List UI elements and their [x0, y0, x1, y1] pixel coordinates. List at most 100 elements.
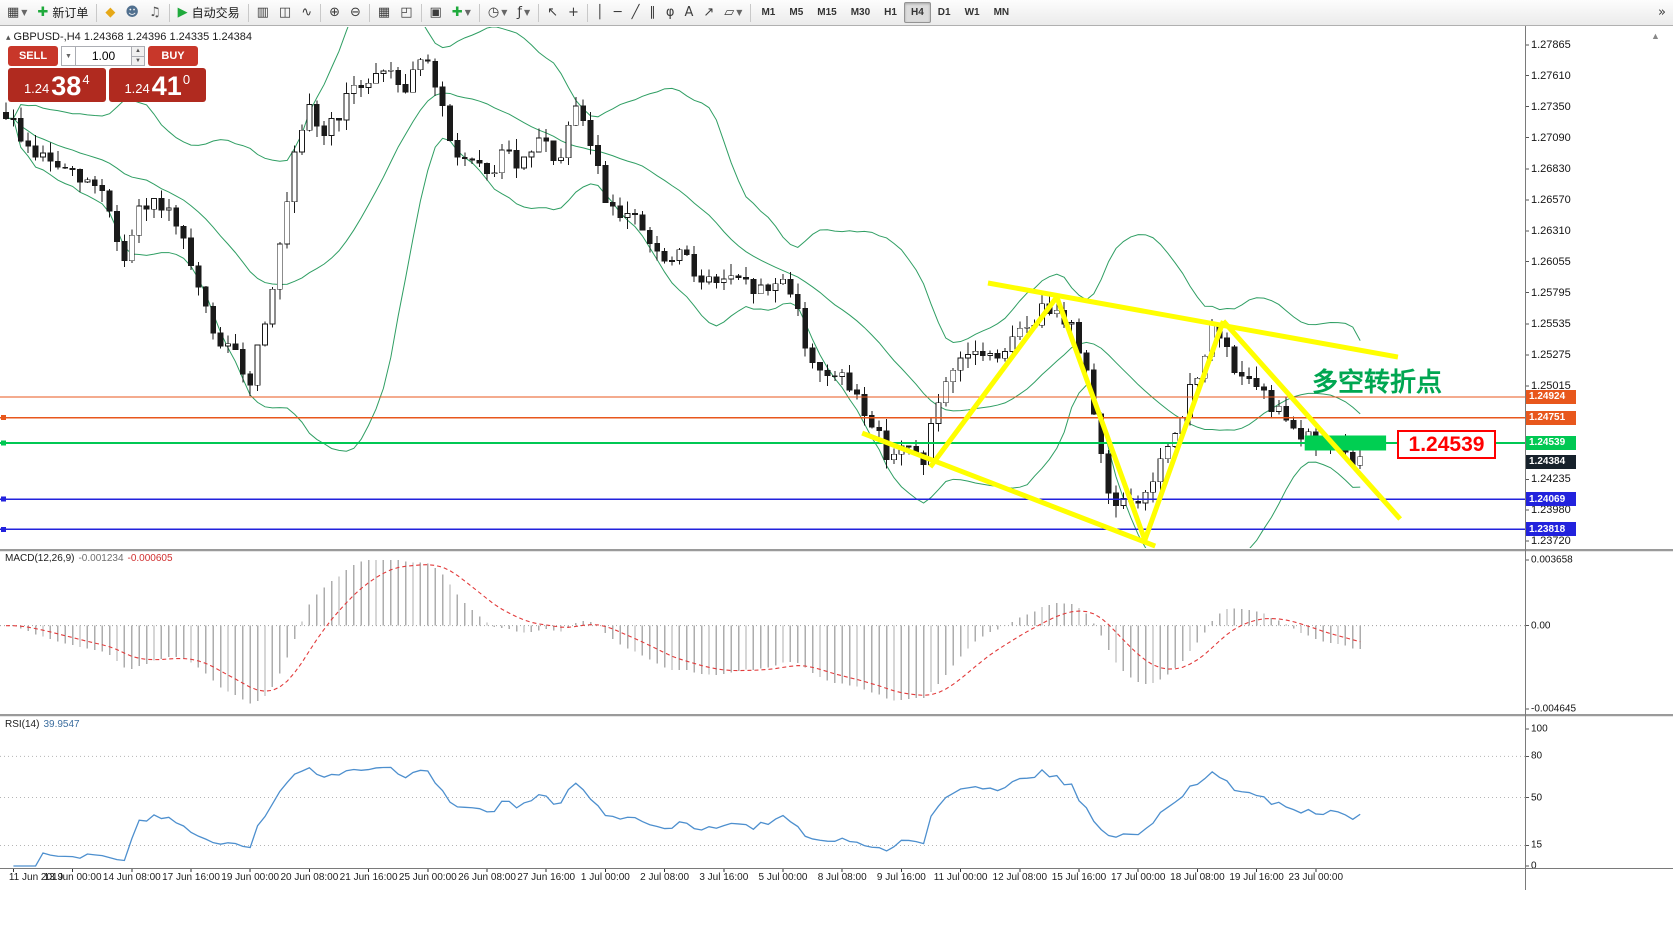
volume-stepper[interactable]: ▲ ▼	[132, 46, 145, 66]
timeframe-button-h1[interactable]: H1	[877, 2, 904, 23]
toolbar-separator	[586, 3, 588, 22]
chart-annotation-text[interactable]: 多空转折点	[1312, 368, 1443, 398]
new-order-chart-icon[interactable]: ✚ ▼	[448, 2, 475, 24]
toolbar-separator	[420, 3, 422, 22]
profiles-icon[interactable]: ☻	[121, 2, 143, 24]
buy-price-pips: 41	[151, 71, 182, 101]
rsi-indicator-label: RSI(14) 39.9547	[5, 719, 80, 730]
text-label-icon[interactable]: A	[680, 2, 697, 24]
timeframe-button-w1[interactable]: W1	[958, 2, 987, 23]
yellow-trendlines[interactable]	[861, 280, 1403, 549]
toolbar: ▦ ▼ ✚ 新订单 ◆ ☻ ♫ ▶ 自动交易 ▥ ◫ ∿ ⊕ ⊖ ▦ ◰ ▣ ✚ ▼ ◷ ▼ ƒ ▼ ↖ + │ ─ ╱ ∥ φ A ↗ ▱ ▼ M…	[0, 0, 1673, 26]
sell-price-point: 4	[82, 72, 90, 87]
tile-windows-icon[interactable]: ◰	[396, 2, 416, 24]
dropdown-arrow-icon: ▼	[736, 7, 743, 17]
timeframe-button-d1[interactable]: D1	[931, 2, 958, 23]
sound-alerts-icon[interactable]: ♫	[145, 2, 165, 24]
trendline-icon[interactable]: ╱	[628, 2, 644, 24]
volume-dropdown-icon[interactable]: ▼	[61, 46, 76, 66]
fibonacci-icon[interactable]: φ	[662, 2, 679, 24]
panel-splitter-macd[interactable]	[0, 549, 1673, 552]
volume-down-icon[interactable]: ▼	[132, 56, 145, 66]
favorites-icon[interactable]: ◆	[101, 2, 119, 24]
chart-plot-area[interactable]: 1.27865 1.27610 1.27350 1.27090 1.26830 1.265…	[0, 26, 1673, 951]
price-callout-box[interactable]: 1.24539	[1397, 430, 1496, 459]
autotrade-button[interactable]: ▶ 自动交易	[174, 2, 244, 24]
panel-splitter-rsi[interactable]	[0, 714, 1673, 717]
volume-up-icon[interactable]: ▲	[132, 46, 145, 57]
candlestick-chart-icon[interactable]: ◫	[275, 2, 295, 24]
toolbar-separator	[478, 3, 480, 22]
axis-ticks	[12, 44, 1529, 872]
macd-indicator-label: MACD(12,26,9) -0.001234 -0.000605	[5, 553, 173, 564]
buy-price-base: 1.24	[124, 81, 150, 96]
macd-value: -0.001234	[78, 553, 124, 564]
collapse-panel-icon[interactable]: ▴	[6, 32, 11, 42]
arrow-object-icon[interactable]: ↗	[699, 2, 718, 24]
rsi-name: RSI(14)	[5, 719, 40, 730]
horizontal-level-lines[interactable]	[0, 396, 1525, 532]
cursor-icon[interactable]: ↖	[543, 2, 562, 24]
time-axis[interactable]	[0, 869, 1525, 889]
bar-chart-icon[interactable]: ▥	[253, 2, 273, 24]
toolbar-separator	[247, 3, 249, 22]
macd-name: MACD(12,26,9)	[5, 553, 75, 564]
timeframe-button-m30[interactable]: M30	[844, 2, 877, 23]
timeframe-button-m15[interactable]: M15	[810, 2, 843, 23]
zoom-out-icon[interactable]: ⊖	[346, 2, 365, 24]
toolbar-separator	[368, 3, 370, 22]
symbol-ohlc-info: ▴ GBPUSD-,H4 1.24368 1.24396 1.24335 1.24…	[6, 31, 252, 43]
channel-icon[interactable]: ∥	[645, 2, 660, 24]
symbol-ohlc-text: GBPUSD-,H4 1.24368 1.24396 1.24335 1.243…	[13, 31, 253, 43]
rsi-value: 39.9547	[43, 719, 80, 730]
indicators-icon[interactable]: ƒ ▼	[513, 2, 534, 24]
scroll-to-end-icon[interactable]: ▲	[1651, 31, 1660, 41]
horizontal-line-icon[interactable]: ─	[610, 2, 626, 24]
sell-price-base: 1.24	[23, 81, 50, 96]
buy-button[interactable]: BUY	[148, 46, 198, 66]
price-axis-border	[1525, 26, 1526, 890]
line-chart-icon[interactable]: ∿	[297, 2, 316, 24]
periods-icon[interactable]: ◷ ▼	[484, 2, 512, 24]
volume-input[interactable]	[76, 46, 132, 66]
toolbar-separator	[538, 3, 540, 22]
toolbar-overflow-icon[interactable]: »	[1654, 2, 1670, 24]
sell-price-pips: 38	[51, 71, 82, 101]
timeframe-button-m5[interactable]: M5	[782, 2, 810, 23]
zoom-in-icon[interactable]: ⊕	[325, 2, 344, 24]
buy-price-display[interactable]: 1.24 41 0	[108, 68, 206, 102]
bollinger-bands	[5, 27, 1361, 548]
dropdown-arrow-icon: ▼	[464, 7, 471, 17]
new-order-button[interactable]: ✚ 新订单	[33, 2, 92, 24]
dropdown-arrow-icon: ▼	[523, 7, 531, 17]
toolbar-separator	[168, 3, 170, 22]
new-chart-icon[interactable]: ▦ ▼	[3, 2, 31, 24]
dropdown-arrow-icon: ▼	[501, 7, 508, 17]
price-axis[interactable]	[1525, 26, 1673, 868]
sell-price-display[interactable]: 1.24 38 4	[8, 68, 106, 102]
timeframe-button-h4[interactable]: H4	[903, 2, 931, 23]
dropdown-arrow-icon: ▼	[21, 7, 28, 17]
macd-signal-value: -0.000605	[127, 553, 173, 564]
toolbar-separator	[750, 3, 752, 22]
sell-button[interactable]: SELL	[8, 46, 58, 66]
timeframe-button-mn[interactable]: MN	[987, 2, 1017, 23]
shapes-icon[interactable]: ▱ ▼	[720, 2, 746, 24]
rsi-line	[13, 766, 1361, 867]
chart-shift-icon[interactable]: ▣	[426, 2, 446, 24]
auto-arrange-icon[interactable]: ▦	[374, 2, 394, 24]
crosshair-icon[interactable]: +	[564, 2, 583, 24]
buy-price-point: 0	[182, 72, 191, 87]
macd-signal-line	[5, 564, 1361, 696]
vertical-line-icon[interactable]: │	[592, 2, 608, 24]
candlesticks	[3, 54, 1364, 518]
toolbar-separator	[320, 3, 322, 22]
macd-histogram	[12, 560, 1361, 704]
autotrade-button-label: 自动交易	[191, 5, 240, 20]
green-highlight-band[interactable]	[1304, 435, 1387, 451]
toolbar-separator	[96, 3, 98, 22]
timeframe-button-m1[interactable]: M1	[754, 2, 782, 23]
